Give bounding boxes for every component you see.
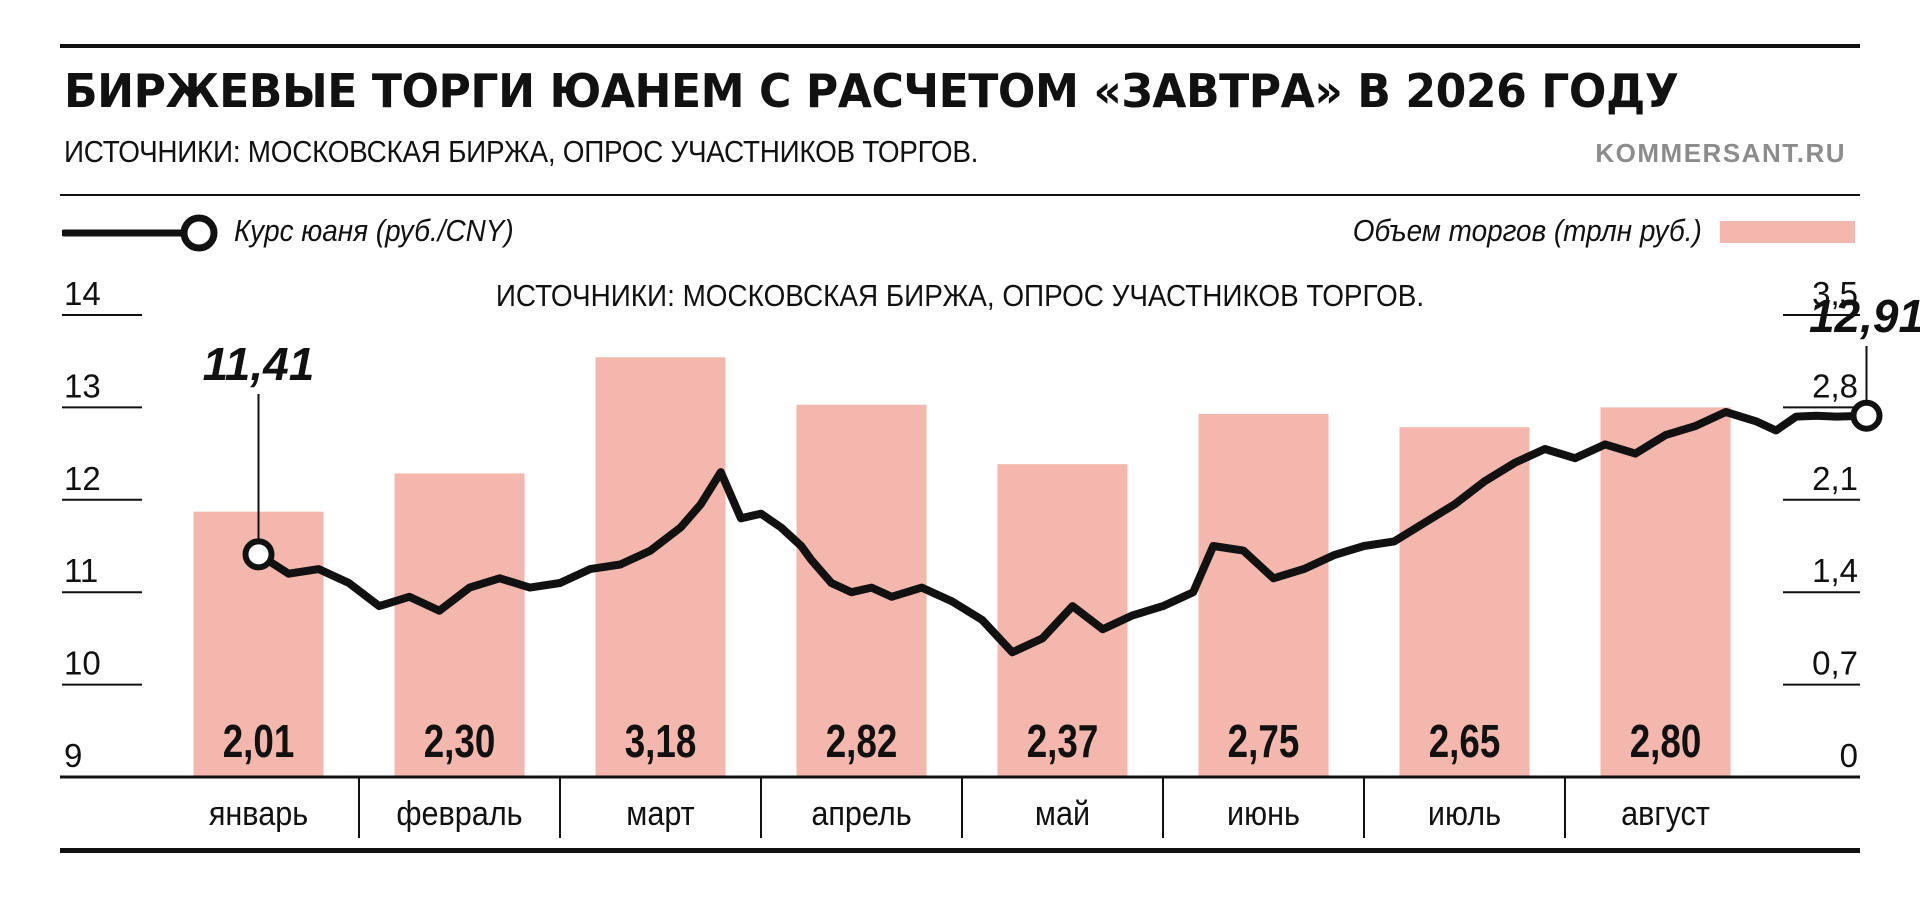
chart-title: БИРЖЕВЫЕ ТОРГИ ЮАНЕМ С РАСЧЕТОМ «ЗАВТРА»… [64,64,1679,118]
header-rule [60,194,1860,196]
x-category-label: август [1621,795,1710,833]
bar [1198,414,1329,777]
x-category-label: июнь [1227,795,1300,833]
bar-value-label: 2,80 [1630,715,1702,767]
y-left-tick-label: 13 [64,367,101,404]
y-left-tick-label: 12 [64,460,101,497]
callout-marker [242,538,275,571]
bottom-rule [60,848,1860,853]
legend-bar-label: Объем торгов (трлн руб.) [1353,213,1702,248]
x-category-label: март [626,795,695,833]
bar [1399,427,1530,777]
x-category-label: январь [209,795,308,833]
y-right-tick-label: 1,4 [1812,552,1858,589]
y-right-tick-label: 0 [1840,737,1858,774]
x-category-label: апрель [811,795,911,833]
y-left-tick-label: 9 [64,737,82,774]
bar-value-label: 2,01 [223,715,295,767]
y-right-tick-label: 0,7 [1812,645,1858,682]
y-left-tick-label: 11 [64,552,98,589]
bar-value-label: 3,18 [625,715,697,767]
bar-value-label: 2,65 [1429,715,1501,767]
x-category-label: июль [1428,795,1501,833]
site-label: KOMMERSANT.RU [1595,138,1846,168]
legend-line-icon [62,214,218,252]
bar-value-label: 2,30 [424,715,496,767]
bar-value-label: 2,37 [1027,715,1099,767]
legend-bar-swatch [1720,221,1855,243]
bar-value-label: 2,75 [1228,715,1300,767]
chart-subtitle: ИСТОЧНИКИ: МОСКОВСКАЯ БИРЖА, ОПРОС УЧАСТ… [64,134,979,169]
legend-line-label: Курс юаня (руб./CNY) [234,213,514,248]
top-rule [60,44,1860,48]
bar [394,473,525,777]
exchange-rate-line [254,408,1871,657]
x-category-label: май [1035,795,1090,833]
bar [1600,407,1731,777]
y-right-tick-label: 2,8 [1812,367,1858,404]
chart-inner-note: ИСТОЧНИКИ: МОСКОВСКАЯ БИРЖА, ОПРОС УЧАСТ… [496,279,1424,314]
callout-marker [1850,399,1883,432]
callout-value-label: 12,91 [1809,290,1920,342]
y-right-tick-label: 3,5 [1812,275,1858,312]
callout-value-label: 11,41 [203,338,315,390]
bar-value-label: 2,82 [826,715,898,767]
y-right-tick-label: 2,1 [1812,460,1858,497]
y-left-tick-label: 10 [64,645,101,682]
x-category-label: февраль [396,795,522,833]
y-left-tick-label: 14 [64,275,101,312]
